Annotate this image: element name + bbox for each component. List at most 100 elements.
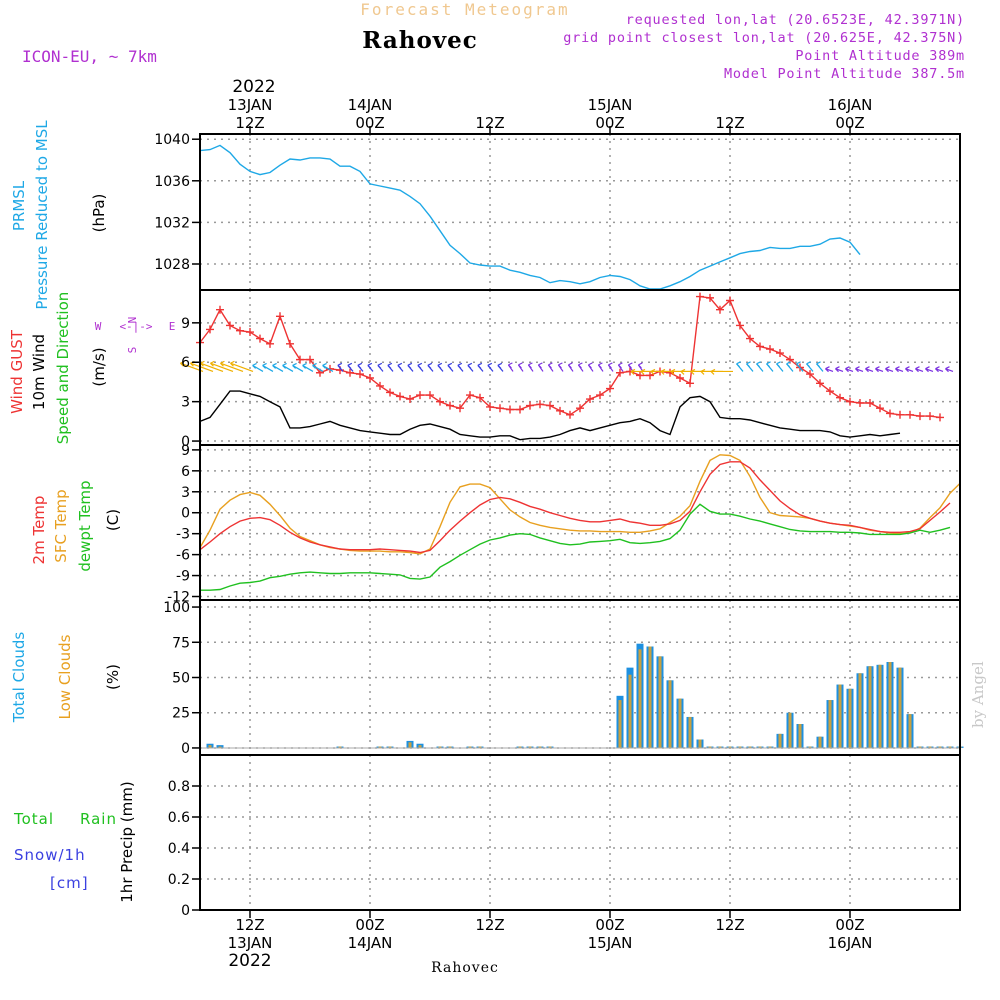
y-tick-label: 100 bbox=[163, 600, 190, 616]
top-hour-label: 12Z bbox=[715, 114, 744, 132]
low-cloud-bar bbox=[858, 673, 862, 748]
wind-arrow-head bbox=[292, 362, 297, 369]
gust-point bbox=[276, 312, 284, 321]
wind-arrow-head bbox=[312, 362, 317, 369]
wind-arrow-head bbox=[710, 368, 716, 375]
wind-arrow-head bbox=[915, 366, 920, 373]
bottom-date-label: 14JAN bbox=[348, 934, 393, 952]
gust-point bbox=[286, 339, 294, 348]
gust-point bbox=[446, 401, 454, 410]
gust-point bbox=[306, 355, 314, 364]
compass-rose: N S W E <-|-> bbox=[95, 317, 176, 354]
compass-e: E bbox=[169, 320, 176, 333]
wind-arrow-head bbox=[885, 366, 890, 373]
location-title: Rahovec bbox=[362, 27, 478, 54]
gust-point bbox=[636, 371, 644, 380]
gust-point bbox=[596, 391, 604, 400]
low-cloud-bar bbox=[538, 746, 542, 748]
low-cloud-bar bbox=[648, 646, 652, 748]
wind-arrow-head bbox=[806, 361, 811, 368]
bottom-hour-label: 00Z bbox=[595, 916, 624, 934]
wind-arrow-head bbox=[587, 362, 593, 369]
low-cloud-bar bbox=[758, 746, 762, 748]
wind-label-1: Wind GUST bbox=[8, 329, 26, 414]
wind-arrow-head bbox=[377, 362, 383, 369]
gust-point bbox=[476, 393, 484, 402]
low-cloud-bar bbox=[218, 746, 222, 748]
top-year: 2022 bbox=[232, 77, 275, 97]
wind-arrow-head bbox=[925, 366, 930, 373]
precip-label-rain: Rain bbox=[80, 810, 117, 828]
gust-point bbox=[816, 379, 824, 388]
bottom-location: Rahovec bbox=[431, 960, 499, 976]
wind-arrow-head bbox=[690, 368, 696, 375]
wind-arrow-head bbox=[282, 362, 287, 369]
ticks-layer: 10281032103610400369-12-9-6-303690255075… bbox=[154, 96, 872, 971]
bottom-date-label: 15JAN bbox=[588, 934, 633, 952]
low-cloud-bar bbox=[868, 666, 872, 748]
y-tick-label: 9 bbox=[181, 443, 190, 459]
wind-arrow-head bbox=[855, 366, 860, 373]
wind-arrow-head bbox=[210, 360, 215, 367]
wind-arrow-head bbox=[367, 362, 373, 369]
y-tick-label: 6 bbox=[181, 464, 190, 480]
low-cloud-bar bbox=[688, 716, 692, 748]
y-tick-label: 6 bbox=[181, 355, 190, 371]
gust-point bbox=[916, 412, 924, 421]
bottom-date-label: 13JAN bbox=[228, 934, 273, 952]
gust-point bbox=[756, 342, 764, 351]
wind-arrow-head bbox=[457, 362, 463, 369]
low-cloud-bar bbox=[938, 746, 942, 748]
gust-point bbox=[696, 292, 704, 301]
low-cloud-bar bbox=[518, 746, 522, 748]
low-cloud-bar bbox=[468, 746, 472, 748]
wind-arrow-head bbox=[700, 368, 706, 375]
low-cloud-bar bbox=[408, 742, 412, 748]
compass-n: N bbox=[126, 317, 139, 324]
gust-point bbox=[556, 406, 564, 415]
wind-arrow-head bbox=[337, 362, 343, 369]
low-cloud-bar bbox=[678, 698, 682, 748]
cloud-label-2: Low Clouds bbox=[56, 634, 74, 719]
gust-point bbox=[936, 413, 944, 422]
gust-point bbox=[896, 410, 904, 419]
wind-direction-arrow bbox=[190, 362, 214, 373]
wind-arrow-head bbox=[786, 361, 791, 368]
wind-arrow-head bbox=[650, 368, 656, 375]
y-tick-label: 0.2 bbox=[168, 872, 190, 888]
panel-frame bbox=[199, 754, 961, 911]
gust-point bbox=[906, 410, 914, 419]
temp-label-1: 2m Temp bbox=[30, 496, 48, 565]
y-tick-label: 0.6 bbox=[168, 810, 190, 826]
gust-point bbox=[716, 305, 724, 314]
top-date-label: 14JAN bbox=[348, 96, 393, 114]
wind-arrow-head bbox=[895, 366, 900, 373]
gust-point bbox=[386, 388, 394, 397]
wind-arrow-head bbox=[487, 362, 493, 369]
wind-direction-arrow bbox=[210, 362, 234, 373]
gust-point bbox=[676, 374, 684, 383]
low-cloud-bar bbox=[668, 680, 672, 748]
wind-label-2: 10m Wind bbox=[30, 334, 48, 410]
wind-arrow-head bbox=[736, 361, 741, 368]
wind-arrow-head bbox=[796, 361, 801, 368]
gust-point bbox=[466, 391, 474, 400]
gust-point bbox=[486, 402, 494, 411]
low-cloud-bar bbox=[708, 746, 712, 748]
top-date-label: 16JAN bbox=[828, 96, 873, 114]
wind-direction-arrow bbox=[200, 362, 224, 373]
pressure-label-2: Pressure Reduced to MSL bbox=[33, 120, 51, 310]
low-cloud-bar bbox=[528, 746, 532, 748]
gust-point bbox=[496, 404, 504, 413]
gust-point bbox=[256, 334, 264, 343]
gust-point bbox=[836, 393, 844, 402]
top-hour-label: 12Z bbox=[235, 114, 264, 132]
gust-point bbox=[886, 409, 894, 418]
temp-label-3: dewpt Temp bbox=[76, 480, 94, 571]
wind-direction-arrow bbox=[230, 362, 254, 373]
wind-arrow-head bbox=[627, 362, 633, 369]
wind-arrow-head bbox=[180, 360, 185, 367]
y-tick-label: 50 bbox=[172, 671, 190, 687]
low-cloud-bar bbox=[638, 649, 642, 748]
gust-point bbox=[866, 398, 874, 407]
